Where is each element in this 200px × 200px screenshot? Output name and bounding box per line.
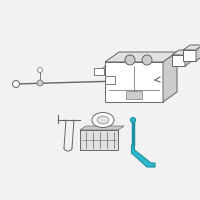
Bar: [80, 130, 118, 150]
Circle shape: [38, 68, 42, 72]
Polygon shape: [172, 50, 192, 55]
Polygon shape: [196, 45, 200, 61]
Polygon shape: [105, 62, 163, 102]
Polygon shape: [132, 145, 155, 167]
Bar: [126, 91, 142, 99]
Polygon shape: [80, 126, 124, 130]
Polygon shape: [163, 52, 177, 102]
Ellipse shape: [97, 116, 109, 124]
Polygon shape: [183, 50, 196, 61]
Circle shape: [37, 80, 43, 86]
Ellipse shape: [92, 112, 114, 128]
Polygon shape: [183, 45, 200, 50]
Polygon shape: [185, 50, 192, 66]
Circle shape: [12, 80, 20, 88]
Circle shape: [125, 55, 135, 65]
Bar: [105, 76, 115, 84]
Circle shape: [130, 117, 136, 122]
Circle shape: [142, 55, 152, 65]
Bar: [94, 68, 104, 75]
Polygon shape: [172, 55, 185, 66]
Polygon shape: [105, 52, 177, 62]
